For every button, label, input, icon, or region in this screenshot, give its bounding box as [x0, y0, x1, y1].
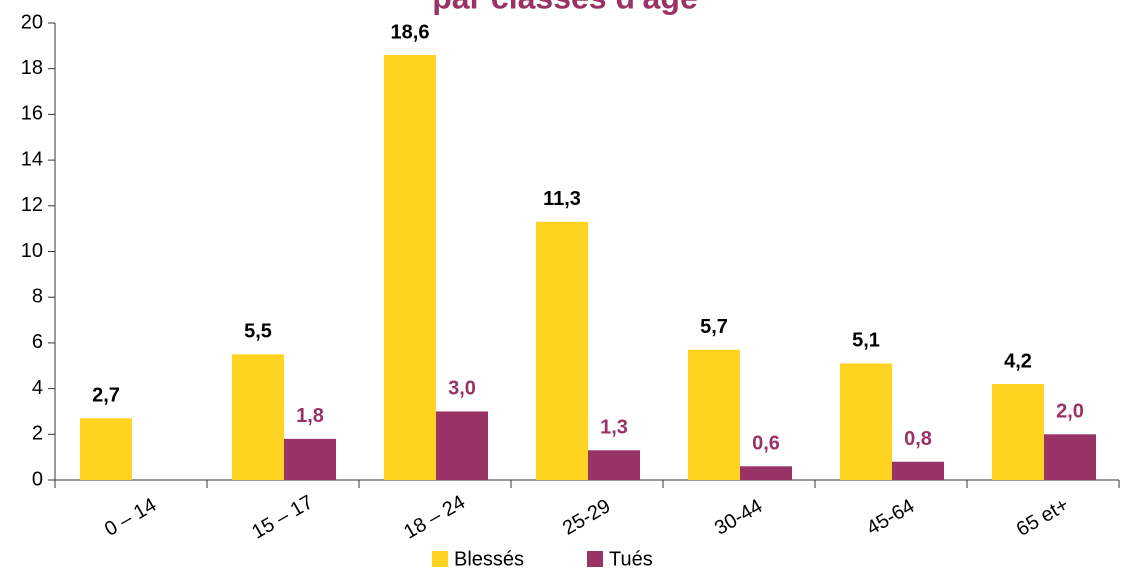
x-tick-label: 30-44: [711, 495, 766, 540]
bar: [284, 438, 336, 480]
legend-swatch: [432, 551, 448, 567]
bar: [1044, 434, 1096, 480]
value-label: 2,7: [92, 385, 120, 407]
bar: [384, 54, 436, 481]
value-label: 1,8: [296, 405, 324, 427]
y-tick-label: 14: [21, 148, 43, 170]
value-label: 5,7: [700, 316, 728, 338]
bar: [740, 466, 792, 480]
value-label: 0,8: [904, 428, 932, 450]
legend-swatch: [587, 551, 603, 567]
value-label: 2,0: [1056, 401, 1084, 423]
bar: [436, 411, 488, 480]
x-tick-label: 0 – 14: [101, 494, 160, 541]
y-tick-label: 18: [21, 57, 43, 79]
bar: [232, 354, 284, 480]
value-label: 18,6: [391, 21, 430, 43]
y-tick-label: 8: [32, 285, 43, 307]
value-label: 4,2: [1004, 350, 1032, 372]
value-label: 1,3: [600, 417, 628, 439]
x-tick-label: 15 – 17: [248, 491, 317, 543]
x-tick-label: 18 – 24: [400, 491, 469, 543]
y-tick-label: 2: [32, 423, 43, 445]
legend-label: Tués: [609, 548, 653, 569]
legend-label: Blessés: [454, 548, 524, 569]
y-tick-label: 10: [21, 240, 43, 262]
y-tick-label: 20: [21, 11, 43, 33]
x-tick-label: 25-29: [559, 495, 614, 540]
y-tick-label: 4: [32, 377, 43, 399]
bar: [588, 450, 640, 480]
value-label: 0,6: [752, 433, 780, 455]
value-label: 5,1: [852, 330, 880, 352]
bar: [536, 221, 588, 481]
y-tick-label: 16: [21, 103, 43, 125]
value-label: 11,3: [543, 188, 581, 210]
bar: [892, 461, 944, 480]
bar: [992, 384, 1044, 480]
y-tick-label: 0: [32, 468, 43, 490]
bar: [80, 418, 132, 480]
bar: [840, 363, 892, 480]
y-tick-label: 12: [21, 194, 43, 216]
bar: [688, 349, 740, 480]
value-label: 3,0: [448, 378, 476, 400]
x-tick-label: 65 et+: [1013, 494, 1073, 541]
value-label: 5,5: [244, 321, 272, 343]
x-tick-label: 45-64: [863, 495, 918, 540]
chart-title: par classes d'âge: [432, 0, 698, 15]
y-tick-label: 6: [32, 331, 43, 353]
